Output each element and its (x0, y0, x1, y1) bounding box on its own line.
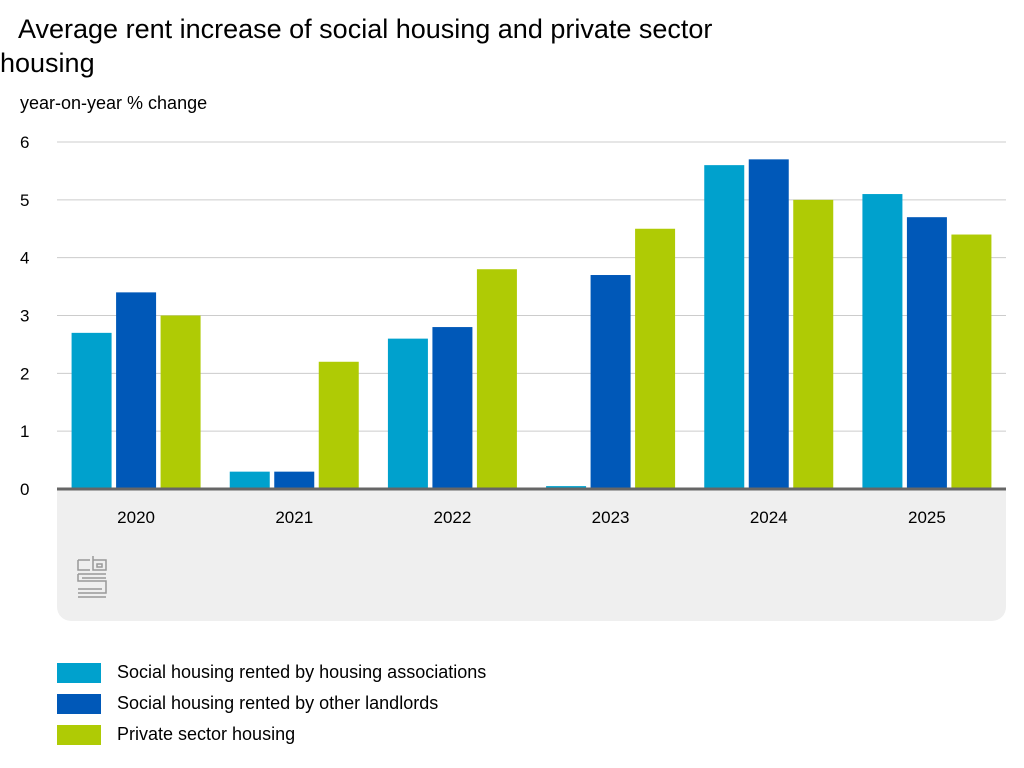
x-tick-label: 2025 (908, 508, 946, 527)
y-tick-label: 5 (20, 191, 29, 210)
legend-item: Private sector housing (57, 724, 295, 745)
chart-title: Average rent increase of social housing … (0, 14, 713, 78)
bar-2022-series-3 (476, 269, 517, 489)
bar-2024-series-1 (704, 165, 745, 489)
legend-label: Social housing rented by other landlords (117, 693, 439, 713)
bar-2020-series-3 (160, 315, 201, 489)
bar-2023-series-2 (590, 275, 631, 489)
bar-2025-series-1 (862, 194, 903, 490)
y-tick-label: 1 (20, 422, 29, 441)
x-tick-label: 2023 (592, 508, 630, 527)
bar-2021-series-2 (274, 471, 315, 489)
y-axis-label: year-on-year % change (20, 93, 208, 113)
cbs-logo (77, 556, 107, 598)
legend-swatch (57, 662, 101, 683)
x-tick-label: 2024 (750, 508, 788, 527)
bar-2022-series-2 (432, 327, 473, 489)
legend-swatch (57, 724, 101, 745)
bar-2022-series-1 (387, 338, 428, 489)
y-tick-label: 4 (20, 249, 29, 268)
y-tick-label: 6 (20, 133, 29, 152)
y-tick-label: 3 (20, 307, 29, 326)
bar-2021-series-1 (229, 471, 270, 489)
y-tick-label: 0 (20, 480, 29, 499)
legend-item: Social housing rented by housing associa… (57, 662, 486, 683)
bar-2024-series-2 (748, 159, 789, 489)
bar-2020-series-2 (116, 292, 157, 489)
x-axis-panel (57, 489, 1006, 621)
x-tick-label: 2022 (434, 508, 472, 527)
bar-2021-series-3 (318, 361, 359, 489)
bar-2024-series-3 (793, 199, 834, 490)
bar-2025-series-3 (951, 234, 992, 489)
legend-label: Private sector housing (117, 724, 296, 744)
bar-2020-series-1 (71, 332, 112, 489)
x-tick-label: 2021 (275, 508, 313, 527)
bar-2025-series-2 (906, 217, 947, 489)
legend-swatch (57, 693, 101, 714)
x-tick-label: 2020 (117, 508, 155, 527)
legend-item: Social housing rented by other landlords (57, 693, 438, 714)
legend-label: Social housing rented by housing associa… (117, 662, 487, 682)
bar-2023-series-3 (635, 228, 676, 489)
y-tick-label: 2 (20, 364, 29, 383)
